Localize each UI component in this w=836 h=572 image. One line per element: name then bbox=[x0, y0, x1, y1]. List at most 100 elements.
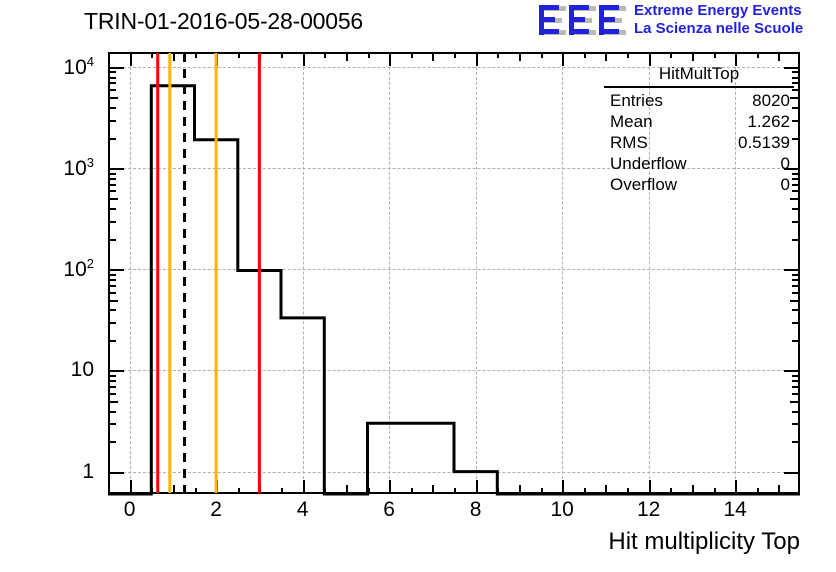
y-tick bbox=[108, 441, 116, 444]
y-tick-label: 1 bbox=[82, 459, 94, 483]
y-tick bbox=[108, 119, 116, 122]
y-tick bbox=[108, 71, 116, 74]
y-tick-label: 104 bbox=[63, 53, 94, 79]
y-tick-right bbox=[792, 380, 800, 383]
y-tick bbox=[108, 370, 124, 373]
y-tick-right bbox=[792, 423, 800, 426]
y-tick bbox=[108, 76, 116, 79]
stats-row-value: 8020 bbox=[752, 91, 790, 110]
x-tick-top bbox=[562, 52, 565, 66]
x-tick-top bbox=[129, 52, 132, 66]
gridline-horizontal bbox=[108, 66, 800, 68]
y-tick-label: 103 bbox=[63, 154, 94, 180]
x-tick-label: 0 bbox=[123, 498, 136, 521]
y-tick bbox=[108, 299, 118, 302]
x-tick-top bbox=[518, 52, 521, 61]
y-tick-right bbox=[790, 299, 800, 302]
x-tick-top bbox=[691, 52, 694, 61]
y-tick bbox=[108, 386, 116, 389]
y-tick bbox=[108, 198, 118, 201]
stats-row-label: Underflow bbox=[610, 154, 687, 173]
y-tick bbox=[108, 220, 116, 223]
y-tick-right bbox=[784, 269, 800, 272]
stats-row: Entries 8020 bbox=[604, 90, 794, 111]
stats-row-value: 0 bbox=[780, 154, 790, 173]
y-tick bbox=[108, 400, 118, 403]
x-tick bbox=[627, 488, 629, 494]
y-tick-label: 10 bbox=[70, 358, 94, 382]
x-tick bbox=[475, 480, 478, 494]
y-tick bbox=[108, 183, 116, 186]
eee-logo-line1: Extreme Energy Events bbox=[634, 2, 802, 19]
x-tick bbox=[735, 480, 738, 494]
y-tick-right bbox=[792, 410, 800, 413]
x-tick-top bbox=[475, 52, 478, 66]
x-tick bbox=[670, 488, 673, 494]
y-tick bbox=[108, 177, 116, 180]
x-tick bbox=[259, 485, 262, 494]
x-tick bbox=[129, 480, 132, 494]
x-tick-top bbox=[432, 52, 435, 61]
x-tick-top bbox=[237, 52, 240, 58]
x-tick-top bbox=[627, 52, 629, 58]
y-tick bbox=[108, 392, 116, 395]
stats-row-label: Overflow bbox=[610, 175, 678, 194]
x-tick bbox=[454, 488, 456, 494]
x-tick-top bbox=[670, 52, 673, 58]
y-tick-right bbox=[792, 291, 800, 294]
y-tick bbox=[108, 107, 116, 110]
eee-logo-text: Extreme Energy Events La Scienza nelle S… bbox=[634, 2, 803, 38]
x-tick bbox=[367, 488, 370, 494]
x-tick bbox=[605, 485, 608, 494]
y-tick bbox=[108, 273, 116, 276]
x-tick bbox=[518, 485, 521, 494]
x-tick bbox=[540, 488, 543, 494]
stats-title: HitMultTop bbox=[604, 64, 794, 88]
x-tick-top bbox=[151, 52, 154, 58]
x-tick-top bbox=[605, 52, 608, 61]
y-tick-right bbox=[792, 273, 800, 276]
y-tick bbox=[108, 208, 116, 211]
y-tick bbox=[108, 284, 116, 287]
y-tick-right bbox=[792, 309, 800, 312]
y-tick-label: 102 bbox=[63, 256, 94, 282]
x-tick-label: 10 bbox=[550, 498, 574, 521]
page-title: TRIN-01-2016-05-28-00056 bbox=[84, 8, 364, 34]
y-tick-right bbox=[792, 374, 800, 377]
x-tick bbox=[172, 485, 175, 494]
y-tick bbox=[108, 339, 116, 342]
y-tick-right bbox=[784, 66, 800, 69]
x-tick bbox=[237, 488, 240, 494]
x-tick-label: 8 bbox=[469, 498, 482, 521]
stats-row: Mean 1.262 bbox=[604, 111, 794, 132]
y-tick bbox=[108, 66, 124, 69]
stats-row: Overflow 0 bbox=[604, 174, 794, 195]
y-tick-right bbox=[784, 370, 800, 373]
x-tick-top bbox=[713, 52, 716, 58]
x-tick-top bbox=[345, 52, 348, 61]
x-tick-top bbox=[583, 52, 586, 58]
y-tick bbox=[108, 278, 116, 281]
y-tick bbox=[108, 97, 118, 100]
x-tick bbox=[216, 480, 219, 494]
x-tick-top bbox=[302, 52, 305, 66]
x-tick-label: 2 bbox=[210, 498, 222, 521]
y-tick-right bbox=[792, 322, 800, 325]
x-tick bbox=[410, 488, 413, 494]
y-tick bbox=[108, 82, 116, 85]
x-tick bbox=[151, 488, 154, 494]
y-tick-right bbox=[792, 71, 800, 74]
y-tick-right bbox=[792, 278, 800, 281]
y-tick bbox=[108, 374, 116, 377]
y-tick-right bbox=[792, 392, 800, 395]
y-tick-right bbox=[792, 82, 800, 85]
x-tick bbox=[302, 480, 305, 494]
y-tick bbox=[108, 410, 116, 413]
x-tick-top bbox=[648, 52, 651, 66]
x-tick-label: 12 bbox=[636, 498, 661, 521]
y-tick-right bbox=[792, 441, 800, 444]
eee-logo-mark bbox=[539, 5, 626, 35]
y-tick bbox=[108, 89, 116, 92]
y-tick bbox=[108, 423, 116, 426]
